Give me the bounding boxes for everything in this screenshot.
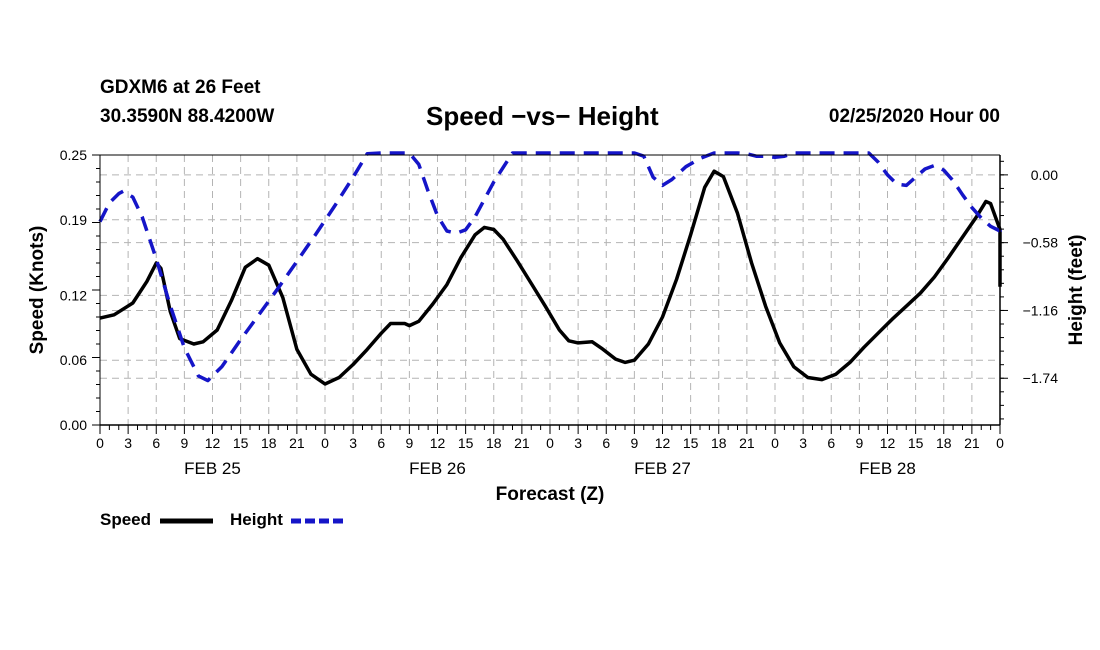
x-tick-label: 6	[377, 435, 385, 451]
x-tick-label: 21	[739, 435, 755, 451]
x-tick-label: 6	[602, 435, 610, 451]
x-tick-label: 6	[827, 435, 835, 451]
x-tick-label: 6	[152, 435, 160, 451]
x-tick-label: 9	[405, 435, 413, 451]
x-tick-label: 21	[514, 435, 530, 451]
x-day-label: FEB 25	[184, 459, 241, 478]
x-tick-label: 3	[349, 435, 357, 451]
y-right-tick-label: 0.00	[1031, 167, 1058, 183]
x-day-label: FEB 26	[409, 459, 466, 478]
x-tick-label: 21	[964, 435, 980, 451]
x-tick-label: 0	[546, 435, 554, 451]
station-coordinates: 30.3590N 88.4200W	[100, 106, 275, 127]
height-series-line	[98, 151, 1002, 383]
y-left-tick-label: 0.25	[60, 147, 87, 163]
x-tick-label: 0	[771, 435, 779, 451]
grid-layer	[100, 155, 1000, 425]
x-tick-label: 15	[683, 435, 699, 451]
x-tick-label: 12	[205, 435, 221, 451]
y-left-tick-label: 0.19	[60, 212, 87, 228]
x-tick-label: 18	[936, 435, 952, 451]
x-tick-label: 0	[321, 435, 329, 451]
legend-label-speed: Speed	[100, 510, 151, 529]
legend: Speed Height	[100, 510, 343, 529]
y-right-tick-label: −0.58	[1023, 235, 1059, 251]
label-layer: 0 3 6 9 12 15 18 21 0 3 6 9 12 15 18 21 0 3 6 9 12 15 18 21 0 3 6 9…	[27, 147, 1087, 505]
y-left-tick-label: 0.06	[60, 352, 87, 368]
x-tick-label: 18	[486, 435, 502, 451]
x-tick-label: 3	[799, 435, 807, 451]
x-tick-label: 12	[430, 435, 446, 451]
x-tick-label: 3	[574, 435, 582, 451]
x-tick-label: 15	[908, 435, 924, 451]
x-tick-label: 18	[711, 435, 727, 451]
legend-label-height: Height	[230, 510, 283, 529]
y-left-tick-label: 0.00	[60, 417, 87, 433]
frame-layer	[92, 154, 1008, 434]
x-tick-label: 12	[655, 435, 671, 451]
y-left-tick-label: 0.12	[60, 287, 87, 303]
chart-title: Speed −vs− Height	[426, 101, 659, 131]
x-day-label: FEB 28	[859, 459, 916, 478]
x-tick-label: 21	[289, 435, 305, 451]
y-right-tick-label: −1.74	[1023, 370, 1059, 386]
x-tick-label: 0	[96, 435, 104, 451]
x-tick-label: 12	[880, 435, 896, 451]
x-day-label: FEB 27	[634, 459, 691, 478]
run-time-label: 02/25/2020 Hour 00	[828, 106, 1000, 127]
x-axis-title: Forecast (Z)	[496, 484, 605, 505]
x-tick-label: 9	[855, 435, 863, 451]
x-tick-label: 15	[458, 435, 474, 451]
y-left-axis-title: Speed (Knots)	[27, 226, 48, 355]
x-tick-label: 15	[233, 435, 249, 451]
series-layer	[98, 151, 1002, 386]
x-tick-label: 18	[261, 435, 277, 451]
x-tick-label: 9	[180, 435, 188, 451]
x-tick-label: 9	[630, 435, 638, 451]
y-right-axis-title: Height (feet)	[1066, 235, 1087, 346]
x-tick-label: 3	[124, 435, 132, 451]
station-label: GDXM6 at 26 Feet	[100, 77, 261, 98]
y-right-tick-label: −1.16	[1023, 302, 1059, 318]
speed-series-line	[99, 169, 1002, 386]
x-tick-label: 0	[996, 435, 1004, 451]
